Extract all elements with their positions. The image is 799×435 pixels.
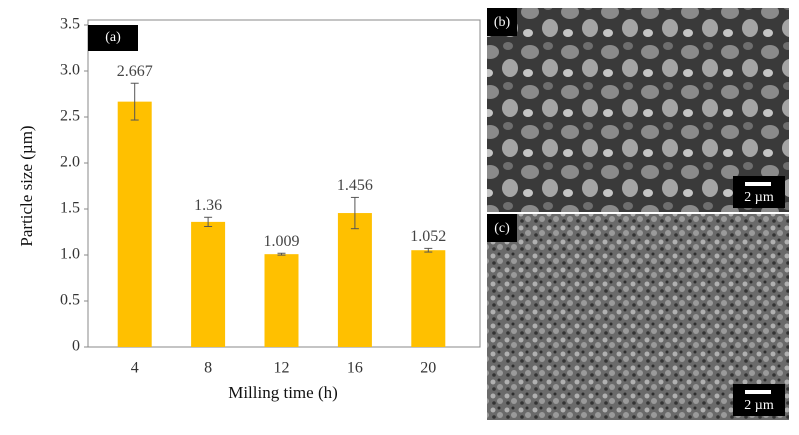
x-tick-label: 8 (204, 360, 212, 377)
panel-label-box (88, 25, 138, 51)
x-axis-label: Milling time (h) (228, 383, 338, 402)
scale-bar-box (733, 384, 785, 416)
error-bar (424, 247, 433, 253)
bar (264, 254, 299, 347)
y-tick-label: 3.5 (60, 16, 80, 33)
image-label: (b) (494, 15, 511, 30)
error-bar (130, 82, 139, 121)
image-label-box (487, 8, 517, 36)
scale-bar (745, 390, 771, 394)
value-label: 1.052 (410, 228, 446, 245)
value-label: 2.667 (117, 63, 153, 80)
bar (337, 213, 372, 347)
y-tick-label: 1.0 (60, 246, 80, 263)
bar (191, 221, 226, 347)
panel-label: (a) (105, 30, 121, 45)
bar (411, 250, 446, 347)
y-tick-label: 2.5 (60, 108, 80, 125)
x-tick-label: 20 (420, 360, 436, 377)
y-tick-label: 2.0 (60, 154, 80, 171)
error-bar (204, 216, 213, 227)
y-tick-label: 3.0 (60, 62, 80, 79)
value-label: 1.36 (194, 197, 222, 214)
error-bar (277, 252, 286, 256)
bar (117, 101, 152, 347)
y-tick-label: 0.5 (60, 292, 80, 309)
error-bar (350, 196, 359, 230)
y-tick-label: 0 (72, 338, 80, 355)
image-label: (c) (494, 221, 510, 236)
x-tick-label: 16 (347, 360, 363, 377)
y-axis-label: Particle size (µm) (17, 125, 36, 246)
scale-bar-box (733, 176, 785, 208)
scale-bar-label: 2 µm (744, 190, 774, 205)
scale-bar (745, 182, 771, 186)
x-tick-label: 4 (131, 360, 139, 377)
value-label: 1.456 (337, 177, 373, 194)
x-tick-label: 12 (274, 360, 290, 377)
image-label-box (487, 214, 517, 242)
y-tick-label: 1.5 (60, 200, 80, 217)
scale-bar-label: 2 µm (744, 398, 774, 413)
value-label: 1.009 (264, 233, 300, 250)
